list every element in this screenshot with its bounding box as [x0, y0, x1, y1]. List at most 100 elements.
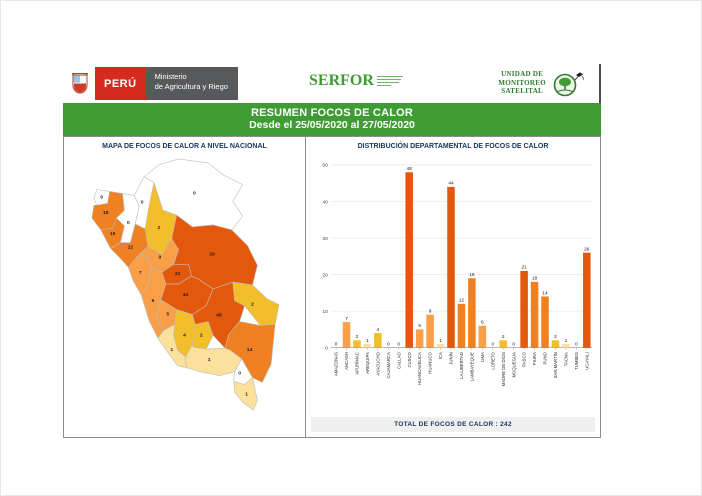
- x-category-label: TACNA: [564, 352, 569, 366]
- bar-value-label: 26: [584, 246, 590, 252]
- report-date-range: Desde el 25/05/2020 al 27/05/2020: [249, 119, 415, 131]
- peru-coat-of-arms-icon: [65, 67, 95, 100]
- bar-madre-de-dios: [499, 340, 507, 348]
- map-value-label: 12: [127, 245, 133, 251]
- bar-chart-container: 0 10 20 30 40 50 0 AMAZONAS 7 ANCASH 2 APURÍMAC 1 ARE…: [309, 157, 597, 392]
- map-value-label: 2: [199, 332, 202, 338]
- bar-value-label: 44: [448, 181, 454, 187]
- bar-value-label: 0: [397, 341, 400, 347]
- x-category-label: AYACUCHO: [375, 351, 380, 375]
- bar-value-label: 14: [542, 290, 548, 296]
- peru-ministry-logo: PERÚ Ministerio de Agricultura y Riego: [65, 67, 238, 100]
- x-category-label: TUMBES: [574, 352, 579, 370]
- bar-ica: [436, 344, 445, 348]
- focos-de-calor-bar-chart: 010203040500AMAZONAS7ANCASH2APURÍMAC1ARE…: [322, 163, 593, 386]
- x-category-label: AREQUIPA: [365, 352, 370, 374]
- map-panel-title: MAPA DE FOCOS DE CALOR A NIVEL NACIONAL: [102, 143, 267, 150]
- bar-value-label: 19: [469, 272, 475, 278]
- bar-value-label: 0: [335, 341, 338, 347]
- bar-la-libertad: [457, 303, 466, 348]
- peru-map-container: 0 18 19 0 0 0 2 12 7 9 26 21 6 44 5 1 4 2 48 2 14 1 0 1: [64, 157, 305, 435]
- bar-value-label: 48: [407, 166, 413, 172]
- bar-lambayeque: [468, 278, 476, 348]
- monitoring-unit-name: UNIDAD DE MONITOREO SATELITAL: [498, 69, 546, 96]
- map-value-label: 2: [251, 302, 254, 308]
- x-category-label: JUNÍN: [449, 352, 454, 365]
- bar-value-label: 18: [532, 276, 538, 282]
- map-value-label: 0: [238, 371, 241, 377]
- bar-piura: [530, 281, 539, 348]
- bar-value-label: 0: [387, 341, 390, 347]
- y-tick-label: 10: [322, 309, 328, 315]
- bar-apurímac: [353, 340, 361, 348]
- bar-value-label: 7: [345, 316, 348, 322]
- bar-pasco: [520, 270, 528, 348]
- chart-panel: DISTRIBUCIÓN DEPARTAMENTAL DE FOCOS DE C…: [306, 136, 601, 438]
- map-value-label: 0: [192, 190, 195, 196]
- bar-arequipa: [363, 344, 372, 348]
- report-title: RESUMEN FOCOS DE CALOR: [250, 107, 414, 119]
- bar-huancavelica: [415, 329, 424, 348]
- bar-value-label: 0: [512, 341, 515, 347]
- chart-panel-title: DISTRIBUCIÓN DEPARTAMENTAL DE FOCOS DE C…: [357, 143, 549, 150]
- map-value-label: 19: [109, 231, 115, 237]
- bar-tacna: [562, 344, 570, 348]
- x-category-label: ICA: [438, 352, 443, 359]
- map-region-arequipa: [184, 344, 242, 376]
- map-panel: MAPA DE FOCOS DE CALOR A NIVEL NACIONAL: [63, 136, 306, 438]
- bar-value-label: 0: [575, 341, 578, 347]
- x-category-label: AMAZONAS: [334, 352, 339, 376]
- bar-value-label: 2: [554, 334, 557, 340]
- map-value-label: 7: [138, 270, 141, 276]
- bar-value-label: 4: [377, 327, 380, 333]
- map-value-label: 21: [174, 271, 180, 277]
- x-category-label: CUSCO: [407, 351, 412, 367]
- bar-ayacucho: [374, 333, 382, 348]
- map-value-label: 0: [100, 194, 103, 200]
- map-value-label: 14: [246, 347, 252, 353]
- y-tick-label: 30: [322, 236, 328, 242]
- bar-cusco: [405, 172, 413, 348]
- x-category-label: MADRE DE DIOS: [501, 352, 506, 386]
- serfor-logo: SERFOR: [309, 73, 403, 89]
- bar-value-label: 9: [429, 309, 432, 315]
- bar-lima: [478, 325, 487, 348]
- x-category-label: LIMA: [480, 352, 485, 362]
- bar-value-label: 12: [459, 298, 465, 304]
- x-category-label: SAN MARTÍN: [553, 352, 558, 378]
- serfor-tagline-lines: [376, 73, 403, 86]
- total-focos-label: TOTAL DE FOCOS DE CALOR : 242: [311, 417, 595, 432]
- x-category-label: APURÍMAC: [355, 352, 360, 375]
- x-category-label: PUNO: [543, 351, 548, 364]
- map-region-la-libertad: [109, 223, 148, 268]
- ministry-name: Ministerio de Agricultura y Riego: [145, 67, 238, 100]
- report-title-banner: RESUMEN FOCOS DE CALOR Desde el 25/05/20…: [63, 103, 601, 136]
- bar-ancash: [342, 322, 351, 348]
- map-value-label: 4: [183, 332, 186, 338]
- x-category-label: PASCO: [522, 351, 527, 366]
- y-tick-label: 40: [322, 199, 328, 205]
- bar-value-label: 2: [502, 334, 505, 340]
- map-value-label: 26: [209, 251, 215, 257]
- bar-value-label: 5: [418, 323, 421, 329]
- peru-wordmark: PERÚ: [95, 67, 146, 100]
- y-tick-label: 20: [322, 272, 328, 278]
- content-panels: MAPA DE FOCOS DE CALOR A NIVEL NACIONAL: [63, 136, 601, 438]
- x-category-label: UCAYALI: [584, 352, 589, 370]
- bar-junín: [447, 186, 455, 348]
- x-category-label: LA LIBERTAD: [459, 352, 464, 379]
- map-value-label: 9: [158, 254, 161, 260]
- map-value-label: 0: [127, 220, 130, 226]
- map-value-label: 2: [157, 225, 160, 231]
- map-value-label: 0: [140, 199, 143, 205]
- bar-value-label: 6: [481, 320, 484, 326]
- map-value-label: 18: [102, 210, 108, 216]
- x-category-label: PIURA: [532, 352, 537, 365]
- tree-satellite-emblem-icon: [553, 72, 584, 97]
- report-document: PERÚ Ministerio de Agricultura y Riego S…: [63, 64, 601, 438]
- x-category-label: HUANCAVELICA: [417, 352, 422, 385]
- x-category-label: MOQUEGUA: [511, 352, 516, 378]
- map-value-label: 6: [151, 298, 154, 304]
